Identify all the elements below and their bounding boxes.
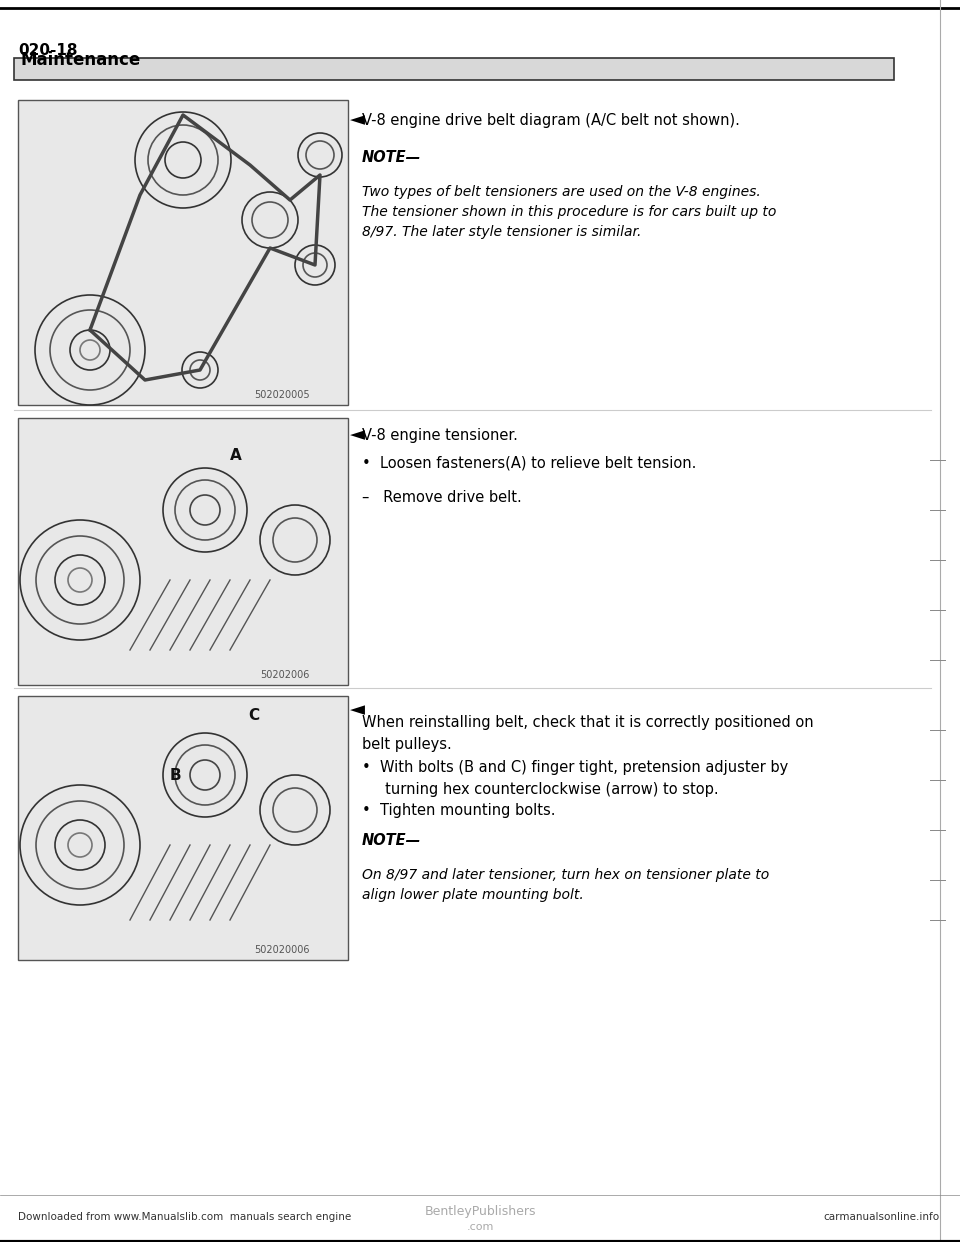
Text: •  Tighten mounting bolts.: • Tighten mounting bolts. xyxy=(362,804,556,818)
Text: V-8 engine tensioner.: V-8 engine tensioner. xyxy=(362,428,517,443)
Text: Two types of belt tensioners are used on the V-8 engines.
The tensioner shown in: Two types of belt tensioners are used on… xyxy=(362,185,777,240)
Text: A: A xyxy=(230,448,242,463)
Bar xyxy=(18,419,348,686)
Text: C: C xyxy=(248,708,259,723)
Text: •  Loosen fasteners(A) to relieve belt tension.: • Loosen fasteners(A) to relieve belt te… xyxy=(362,456,696,471)
Text: NOTE—: NOTE— xyxy=(362,150,421,165)
Text: 020-18: 020-18 xyxy=(18,43,78,58)
Text: NOTE—: NOTE— xyxy=(362,833,421,848)
Text: .com: .com xyxy=(467,1222,493,1232)
Bar xyxy=(18,696,348,960)
Text: When reinstalling belt, check that it is correctly positioned on
belt pulleys.: When reinstalling belt, check that it is… xyxy=(362,715,814,751)
Text: –   Remove drive belt.: – Remove drive belt. xyxy=(362,491,521,505)
Text: •  With bolts (B and C) finger tight, pretension adjuster by
     turning hex co: • With bolts (B and C) finger tight, pre… xyxy=(362,760,788,796)
Text: 502020006: 502020006 xyxy=(254,945,310,955)
Text: On 8/97 and later tensioner, turn hex on tensioner plate to
align lower plate mo: On 8/97 and later tensioner, turn hex on… xyxy=(362,868,769,902)
Text: carmanualsonline.info: carmanualsonline.info xyxy=(824,1212,940,1222)
Bar xyxy=(18,101,348,405)
Text: ◄: ◄ xyxy=(350,425,365,443)
Text: B: B xyxy=(170,768,181,782)
Text: ◄: ◄ xyxy=(350,700,365,719)
Text: BentleyPublishers: BentleyPublishers xyxy=(424,1205,536,1218)
Text: 502020005: 502020005 xyxy=(254,390,310,400)
Text: Downloaded from www.Manualslib.com  manuals search engine: Downloaded from www.Manualslib.com manua… xyxy=(18,1212,351,1222)
Bar xyxy=(14,58,894,79)
Text: Maintenance: Maintenance xyxy=(20,51,140,70)
Text: 50202006: 50202006 xyxy=(260,669,310,681)
Text: V-8 engine drive belt diagram (A/C belt not shown).: V-8 engine drive belt diagram (A/C belt … xyxy=(362,113,740,128)
Text: ◄: ◄ xyxy=(350,111,365,129)
